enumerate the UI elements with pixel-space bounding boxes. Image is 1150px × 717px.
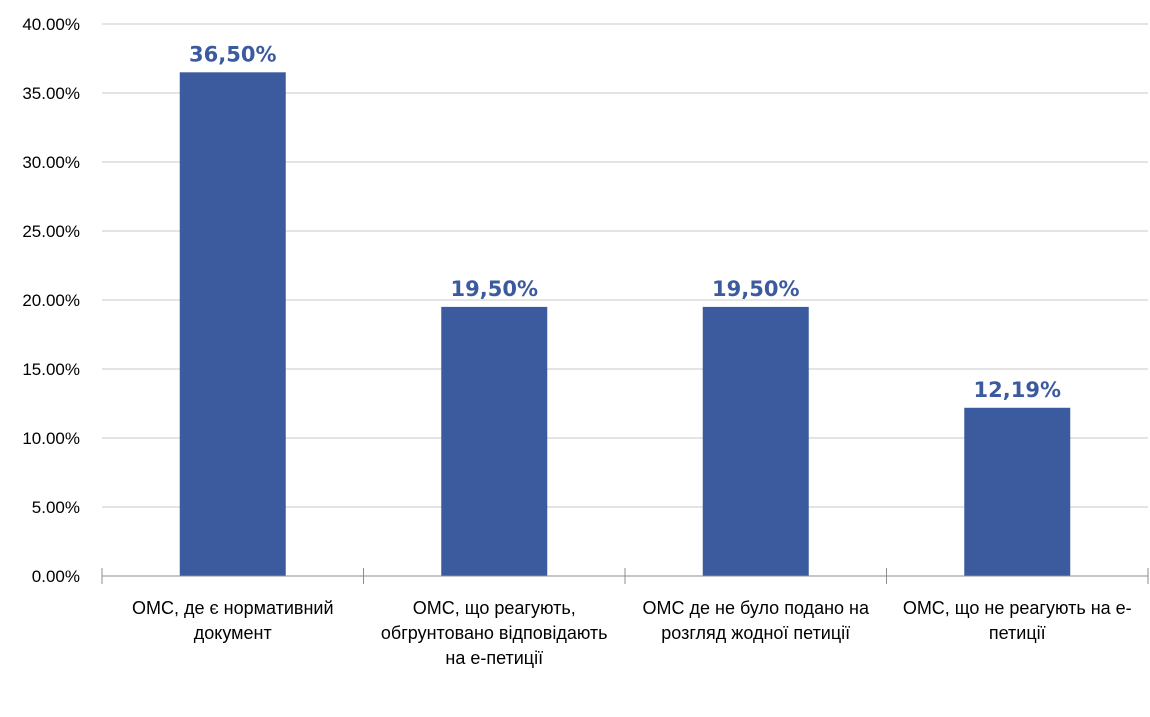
data-labels: 36,50% 19,50% 19,50% 12,19% [189,42,1061,401]
bar [179,72,286,577]
y-tick-label: 10.00% [22,429,80,448]
bar [964,407,1071,576]
data-label: 36,50% [189,42,276,66]
data-label: 19,50% [712,277,799,301]
y-tick-label: 5.00% [32,498,80,517]
y-tick-label: 40.00% [22,15,80,34]
category-label: ОМС, що не реагують на е-петиції [902,598,1132,643]
category-label: ОМС, де є нормативний документ [131,598,334,643]
y-tick-label: 15.00% [22,360,80,379]
y-tick-label: 30.00% [22,153,80,172]
category-label: ОМС, що реагують, обгрунтовано відповіда… [380,598,608,668]
y-tick-label: 20.00% [22,291,80,310]
data-label: 12,19% [974,378,1061,402]
bars [179,72,1071,577]
x-axis [101,568,1149,584]
category-label: ОМС де не було подано на розгляд жодної … [642,598,869,643]
bar [702,306,809,576]
y-tick-label: 35.00% [22,84,80,103]
y-tick-label: 0.00% [32,567,80,586]
data-label: 19,50% [451,277,538,301]
y-tick-label: 25.00% [22,222,80,241]
y-axis-tick-labels: 0.00% 5.00% 10.00% 15.00% 20.00% 25.00% 30.00%… [22,15,80,586]
bar [441,306,548,576]
